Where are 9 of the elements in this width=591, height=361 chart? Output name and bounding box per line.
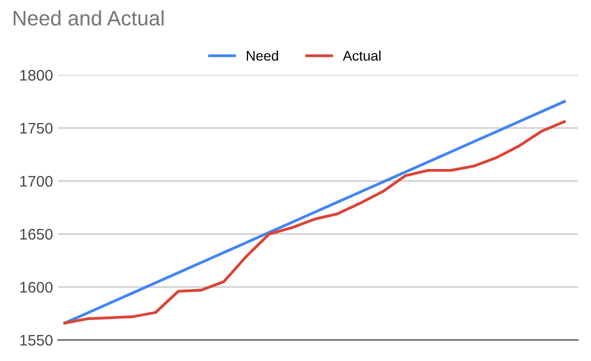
y-tick-label: 1700: [20, 176, 53, 187]
y-tick-label: 1600: [20, 282, 53, 293]
legend-label: Actual: [342, 50, 380, 61]
legend-label: Need: [246, 50, 278, 61]
y-tick-label: 1550: [20, 334, 53, 346]
chart-title: Need and Actual: [14, 10, 164, 26]
y-tick-label: 1750: [20, 122, 53, 134]
y-tick-label: 1800: [20, 70, 53, 81]
y-tick-label: 1650: [20, 228, 53, 240]
